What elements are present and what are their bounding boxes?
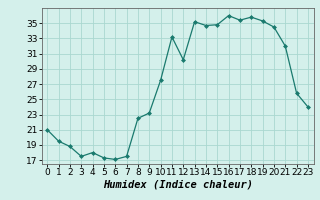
X-axis label: Humidex (Indice chaleur): Humidex (Indice chaleur)	[103, 180, 252, 190]
